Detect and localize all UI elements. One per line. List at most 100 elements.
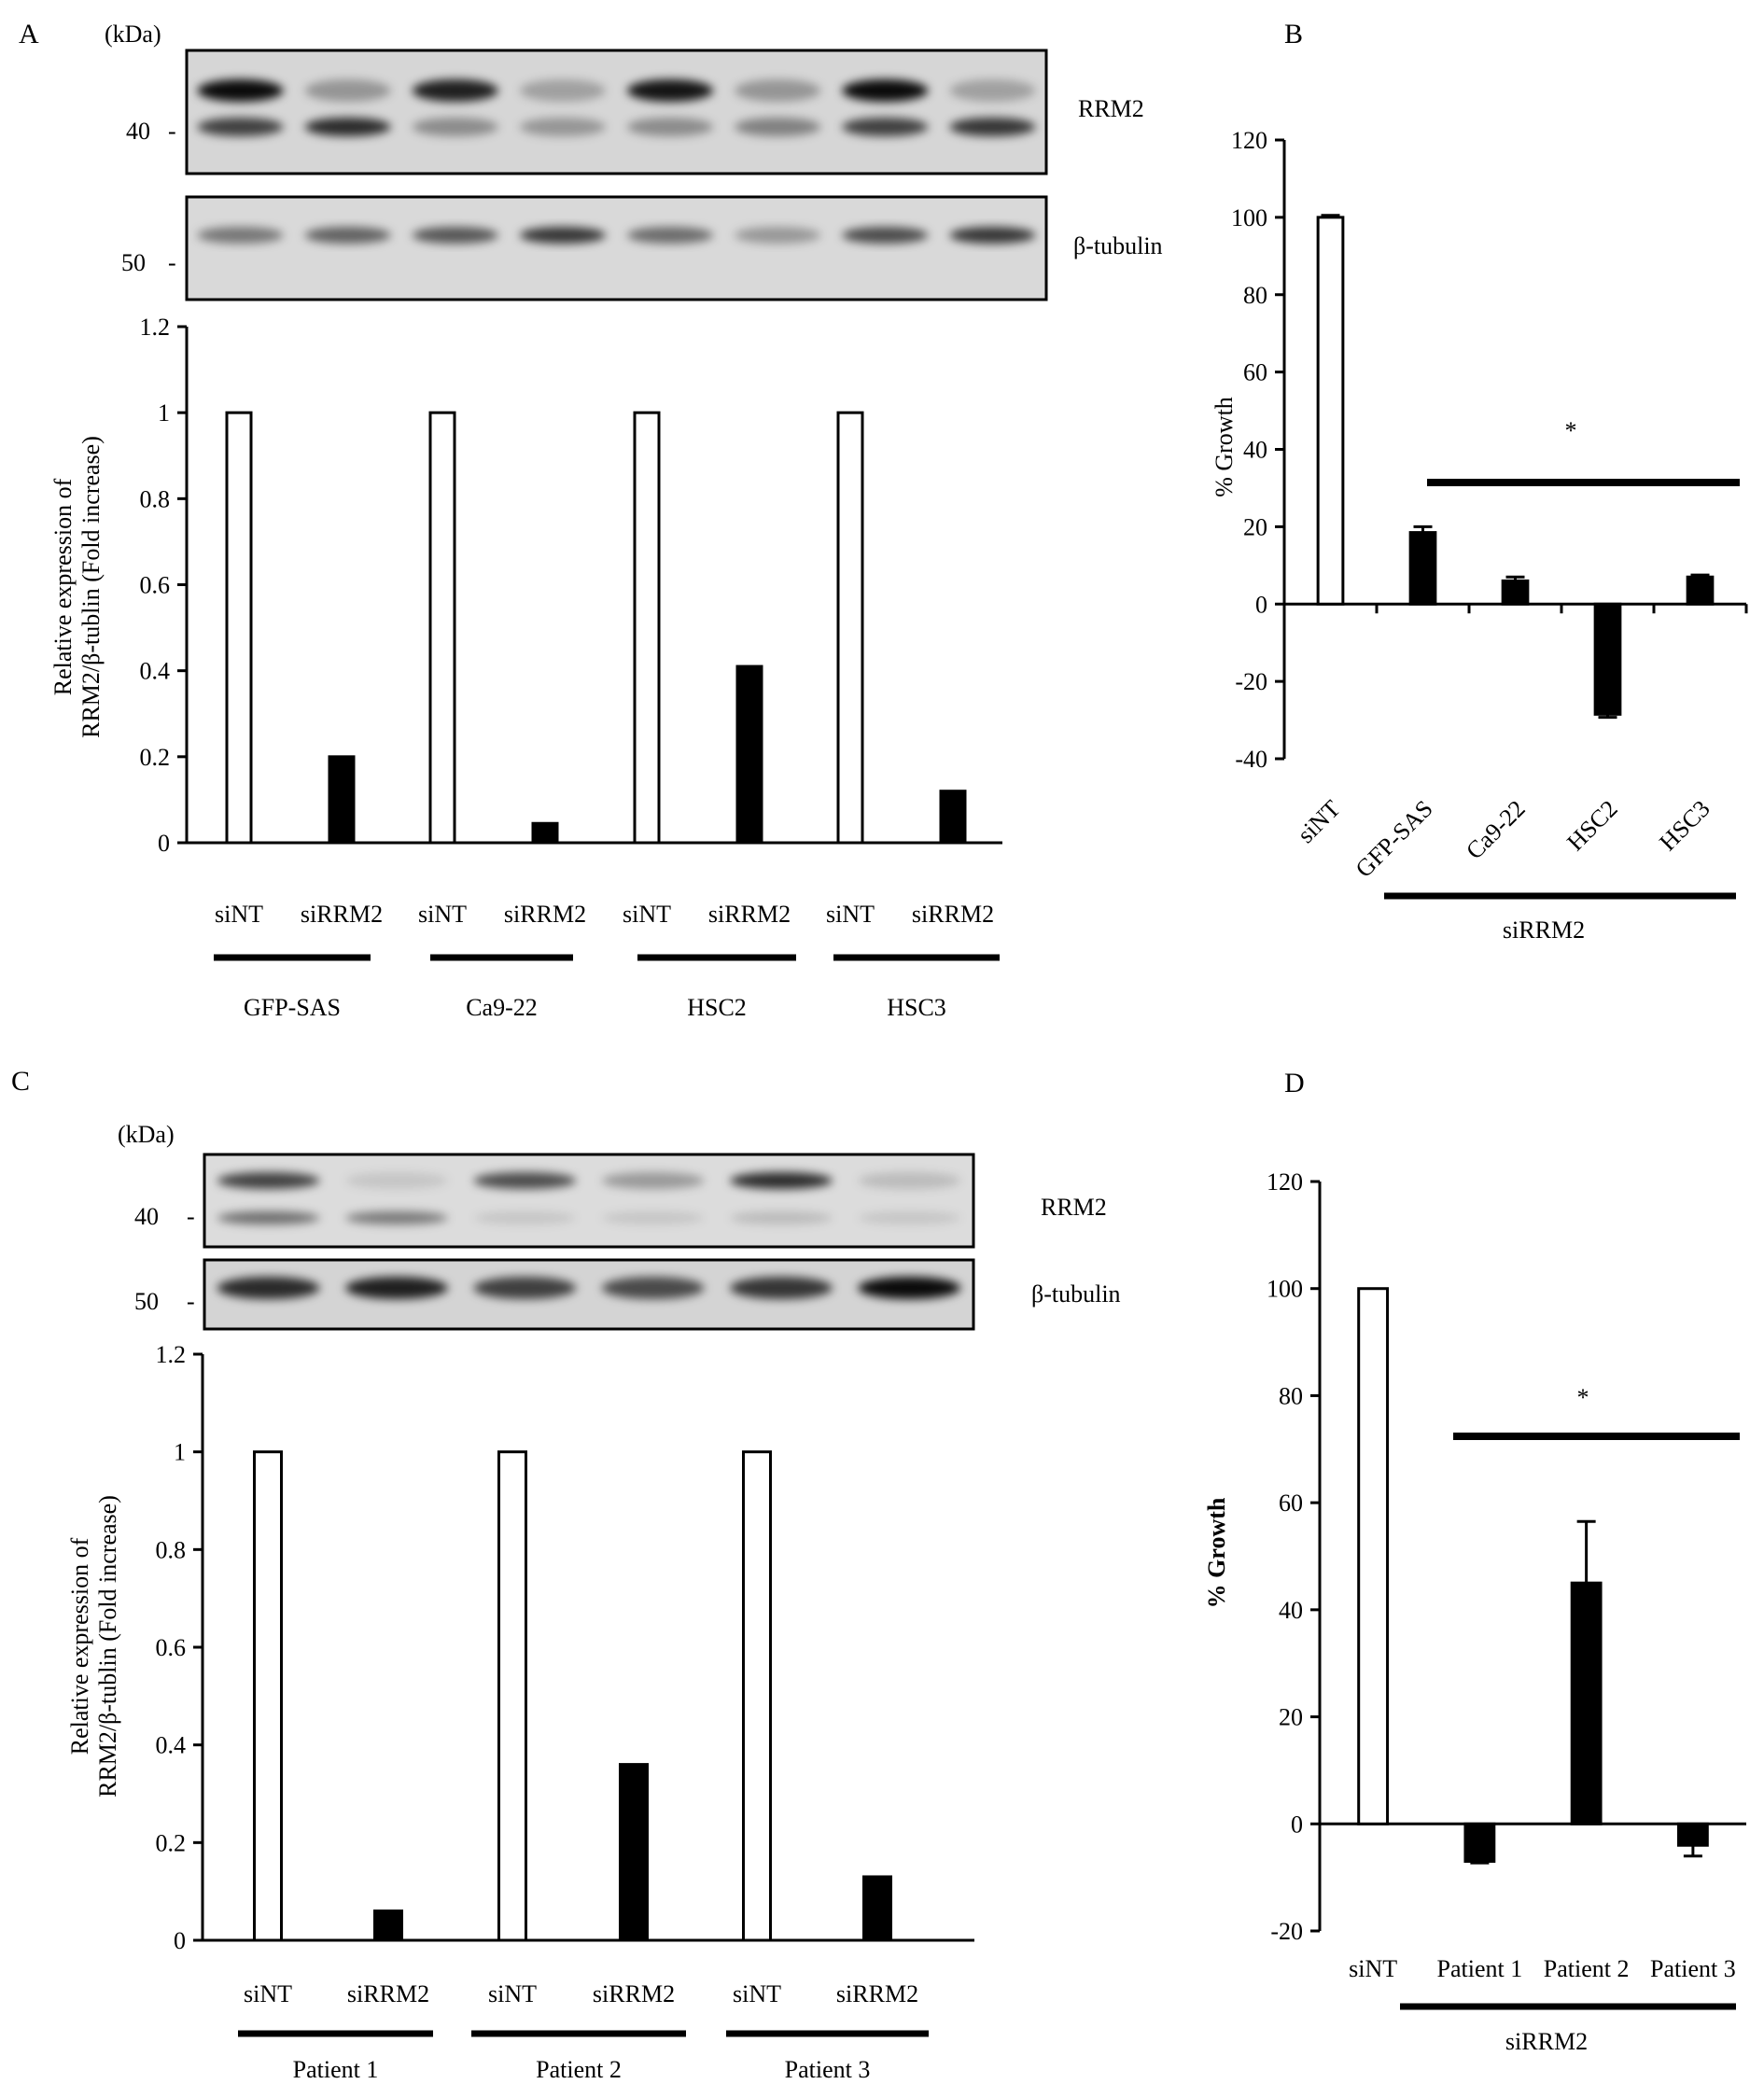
bar-sirrm2 [1463,1822,1496,1863]
blot-band [627,79,714,102]
blot-band [412,79,498,102]
y-tick-label: 0.2 [156,1829,187,1856]
blot-band [842,227,929,244]
group-label: Ca9-22 [466,994,538,1021]
y-tick-label: 0.4 [156,1732,187,1759]
bar-sint [742,1450,772,1942]
bar-sirrm2 [735,664,763,845]
marker-50-dash: - [168,249,176,276]
tubulin-label: β-tubulin [1031,1280,1121,1308]
rrm2-blot [185,49,1048,175]
y-tick-label: 60 [1279,1490,1303,1517]
bar-sint [836,411,864,845]
blot-band [519,118,606,136]
rrm2-blot [203,1153,975,1249]
group-label: HSC2 [687,994,747,1021]
x-category-label: siRRM2 [836,1980,918,2007]
y-axis-label-d: % Growth [1203,1497,1230,1608]
blot-band [217,1277,320,1299]
blot-band [858,1172,961,1189]
bar-sirrm2 [1501,579,1530,606]
bar-sirrm2 [1593,602,1622,716]
blot-band [217,1211,320,1224]
marker-40-dash: - [168,118,176,145]
x-category-label: siRRM2 [301,901,383,928]
blot-band [197,227,284,244]
blot-band [858,1277,961,1299]
bracket-label-b: siRRM2 [1503,916,1585,944]
kda-label: (kDa) [105,21,161,48]
y-tick-label: 40 [1279,1597,1303,1624]
x-category-label: HSC2 [1561,795,1622,856]
blot-band [217,1172,320,1189]
blot-band [949,227,1036,244]
blot-band [735,227,821,244]
marker-40: 40 [126,118,150,145]
x-category-label: siRRM2 [708,901,791,928]
y-tick-label: 0 [158,830,170,857]
y-axis-label-c-line1: Relative expression of [66,1537,93,1755]
y-tick-label: -20 [1235,668,1267,695]
blot-band [473,1172,577,1189]
bar-sint [253,1450,283,1942]
rrm2-label: RRM2 [1041,1194,1107,1221]
blot-band [730,1277,833,1299]
x-category-label: siNT [1349,1955,1397,1982]
blot-band [730,1172,833,1189]
x-category-label: Patient 3 [1650,1955,1736,1982]
x-category-label: siRRM2 [504,901,586,928]
x-category-label: siNT [733,1980,781,2007]
x-category-label: HSC3 [1654,795,1715,856]
blot-band [345,1277,448,1299]
bar-sirrm2 [373,1909,403,1942]
y-tick-label: 80 [1279,1382,1303,1409]
blot-band [519,227,606,244]
blot-band [949,79,1036,102]
y-tick-label: -20 [1270,1918,1303,1945]
y-tick-label: 120 [1231,127,1267,154]
x-category-label: Patient 2 [1544,1955,1630,1982]
tubulin-blot [203,1258,975,1331]
bar-sint [225,411,253,845]
y-tick-label: 0 [174,1927,186,1954]
blot-band [304,118,391,136]
blot-band [197,118,284,136]
blot-band [627,118,714,136]
y-axis-label-a-line2: RRM2/β-tublin (Fold increase) [77,436,105,738]
panel-letter-d: D [1284,1068,1305,1098]
y-tick-label: 0.8 [156,1536,187,1563]
bar-sirrm2 [531,821,559,845]
significance-star-d: * [1577,1384,1589,1411]
bar-sirrm2 [1676,1822,1709,1847]
y-tick-label: 0.6 [140,572,171,599]
bar-sirrm2 [1570,1581,1603,1825]
western-blot-a: (kDa) 40 - 50 - RRM2 β-tubulin [105,21,1163,301]
bar-sint [633,411,661,845]
x-category-label: siNT [488,1980,537,2007]
marker-40-dash: - [187,1203,195,1230]
blot-band [345,1211,448,1224]
bar-sirrm2 [939,790,967,845]
blot-band [412,227,498,244]
blot-band [735,79,821,102]
blot-band [304,79,391,102]
blot-band [842,118,929,136]
x-category-label: siNT [244,1980,292,2007]
y-tick-label: 0 [1291,1811,1303,1838]
marker-50: 50 [121,249,146,276]
marker-50-dash: - [187,1288,195,1315]
y-tick-label: -40 [1235,746,1267,773]
blot-band [949,118,1036,136]
blot-band [304,227,391,244]
y-tick-label: 1.2 [156,1341,187,1368]
blot-band [601,1277,705,1299]
y-tick-label: 0.8 [140,485,171,512]
bar-sirrm2 [1408,531,1437,606]
blot-band [197,79,284,102]
marker-40: 40 [134,1203,159,1230]
x-category-label: siNT [215,901,263,928]
bracket-label-d: siRRM2 [1505,2028,1588,2055]
x-category-label: siNT [623,901,671,928]
x-category-label: siNT [418,901,467,928]
